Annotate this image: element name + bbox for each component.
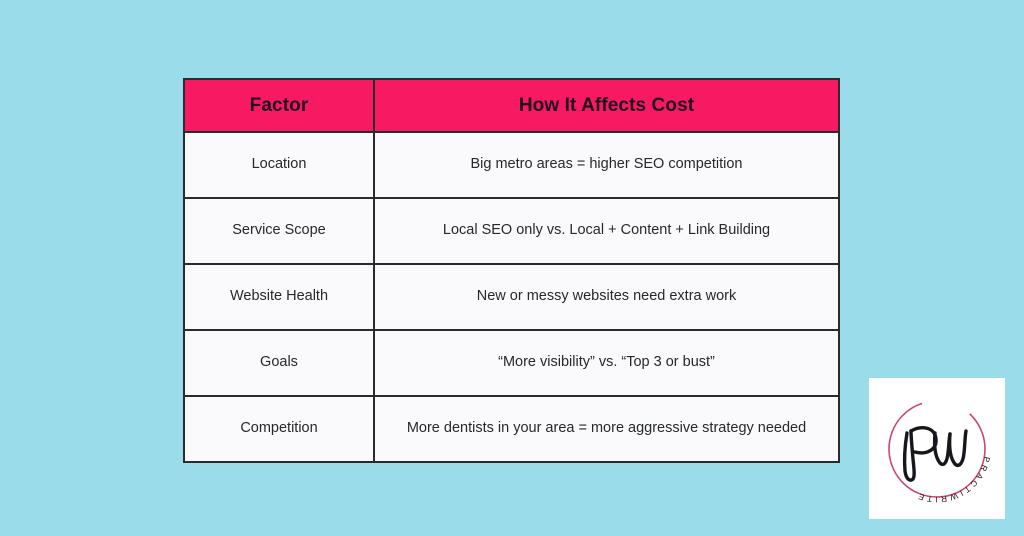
cell-effect-competition: More dentists in your area = more aggres…: [373, 395, 840, 463]
cell-factor-service-scope: Service Scope: [183, 197, 375, 265]
logo-ring-icon: [888, 399, 986, 498]
column-header-factor: Factor: [183, 78, 375, 133]
logo-letter-w-icon: [932, 428, 968, 467]
cell-factor-competition: Competition: [183, 395, 375, 463]
cell-factor-website-health: Website Health: [183, 263, 375, 331]
cell-effect-website-health: New or messy websites need extra work: [373, 263, 840, 331]
table-row: Website Health New or messy websites nee…: [183, 263, 840, 331]
table-row: Goals “More visibility” vs. “Top 3 or bu…: [183, 329, 840, 397]
cost-factors-table: Factor How It Affects Cost Location Big …: [183, 78, 840, 463]
column-header-how-it-affects-cost: How It Affects Cost: [373, 78, 840, 133]
cell-effect-service-scope: Local SEO only vs. Local + Content + Lin…: [373, 197, 840, 265]
brand-logo-card: PRACTIWRITE: [869, 378, 1005, 519]
practiwrite-logo: PRACTIWRITE: [877, 389, 997, 509]
table-row: Service Scope Local SEO only vs. Local +…: [183, 197, 840, 265]
cell-effect-location: Big metro areas = higher SEO competition: [373, 131, 840, 199]
logo-svg: PRACTIWRITE: [888, 399, 989, 503]
cell-factor-location: Location: [183, 131, 375, 199]
table-body: Location Big metro areas = higher SEO co…: [183, 131, 840, 463]
table-row: Location Big metro areas = higher SEO co…: [183, 131, 840, 199]
logo-letter-p-icon: [902, 425, 938, 482]
cost-factors-table-container: Factor How It Affects Cost Location Big …: [183, 78, 840, 463]
cell-effect-goals: “More visibility” vs. “Top 3 or bust”: [373, 329, 840, 397]
cell-factor-goals: Goals: [183, 329, 375, 397]
table-header-row: Factor How It Affects Cost: [183, 78, 840, 133]
table-row: Competition More dentists in your area =…: [183, 395, 840, 463]
table-header: Factor How It Affects Cost: [183, 78, 840, 133]
